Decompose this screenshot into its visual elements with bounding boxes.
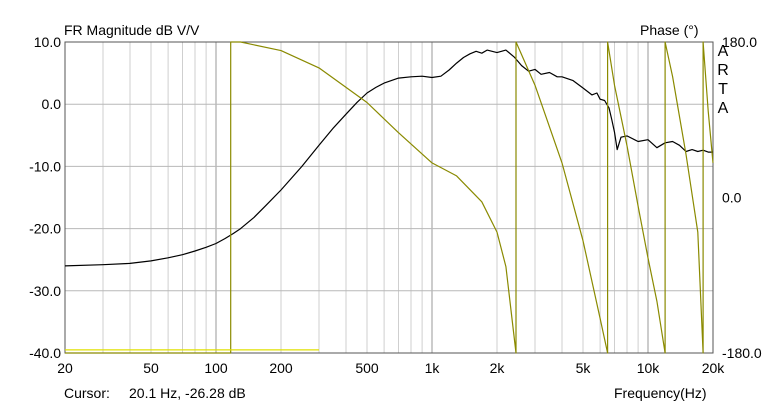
cursor-readout: 20.1 Hz, -26.28 dB — [129, 385, 246, 401]
phase-tick-label: 180.0 — [722, 34, 757, 50]
plot-frame — [64, 41, 714, 354]
y-tick-label: 10.0 — [34, 34, 61, 50]
chart-title: FR Magnitude dB V/V — [64, 22, 200, 38]
phase-tick-label: -180.0 — [722, 345, 762, 361]
y-tick-label: -40.0 — [29, 345, 61, 361]
x-tick-label: 2k — [490, 360, 506, 376]
x-tick-label: 1k — [425, 360, 441, 376]
x-axis-title: Frequency(Hz) — [614, 385, 707, 401]
cursor-label: Cursor: — [64, 385, 110, 401]
x-tick-label: 50 — [143, 360, 159, 376]
x-tick-label: 100 — [204, 360, 228, 376]
series-line-2 — [65, 41, 714, 354]
series-line-1 — [64, 49, 713, 267]
y-tick-label: -30.0 — [29, 283, 61, 299]
x-tick-label: 500 — [355, 360, 379, 376]
y-tick-label: -20.0 — [29, 221, 61, 237]
y-tick-label: -10.0 — [29, 158, 61, 174]
watermark: ARTA — [717, 43, 729, 117]
x-tick-label: 20 — [57, 360, 73, 376]
x-tick-label: 10k — [637, 360, 661, 376]
phase-tick-label: 0.0 — [722, 190, 742, 206]
x-tick-label: 5k — [576, 360, 592, 376]
phase-axis-title: Phase (°) — [640, 22, 699, 38]
y-tick-label: 0.0 — [42, 96, 62, 112]
x-tick-label: 200 — [269, 360, 293, 376]
x-tick-label: 20k — [702, 360, 726, 376]
